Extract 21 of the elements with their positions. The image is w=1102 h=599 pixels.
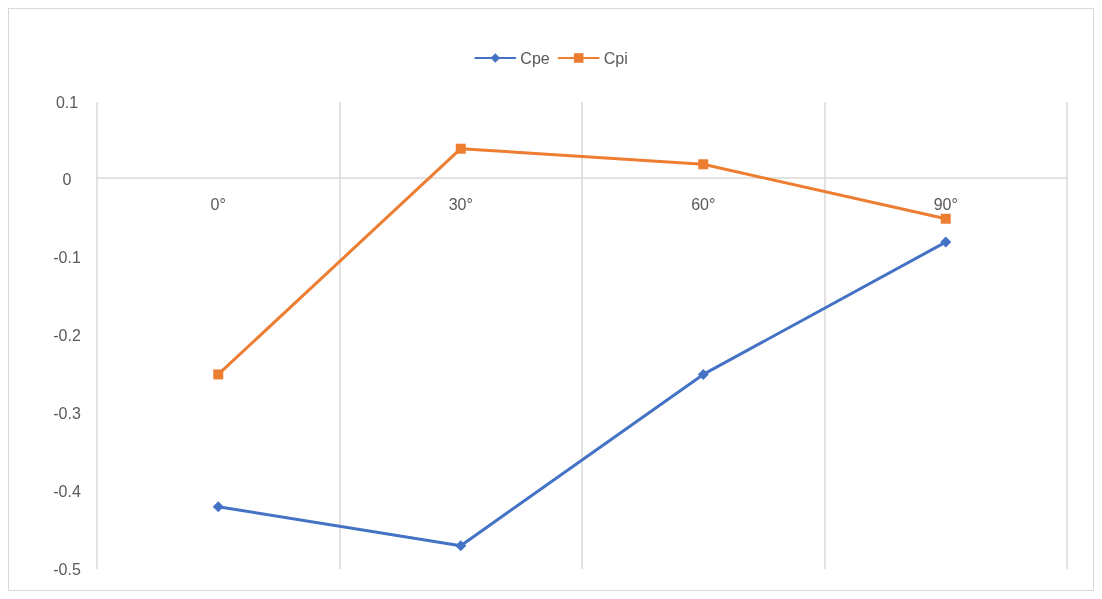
x-tick-label: 90° xyxy=(933,195,958,213)
point xyxy=(455,540,467,552)
point xyxy=(213,369,224,380)
y-tick-label: -0.2 xyxy=(53,327,81,344)
legend-label: Cpe xyxy=(520,49,550,67)
x-tick-label: 0° xyxy=(210,195,226,213)
point xyxy=(212,501,224,513)
y-tick-label: 0.1 xyxy=(55,93,79,111)
point xyxy=(455,143,466,154)
legend-label: Cpi xyxy=(603,49,628,67)
point xyxy=(697,368,709,380)
point xyxy=(940,236,952,248)
x-tick-label: 30° xyxy=(448,195,473,213)
y-tick-label: -0.5 xyxy=(53,560,81,578)
y-tick-label: -0.3 xyxy=(53,404,81,422)
y-tick-label: 0 xyxy=(62,171,72,189)
point xyxy=(698,159,709,170)
y-tick-label: -0.4 xyxy=(53,482,81,500)
y-tick-label: -0.1 xyxy=(53,249,81,267)
x-tick-label: 60° xyxy=(691,195,716,213)
point xyxy=(940,213,951,224)
